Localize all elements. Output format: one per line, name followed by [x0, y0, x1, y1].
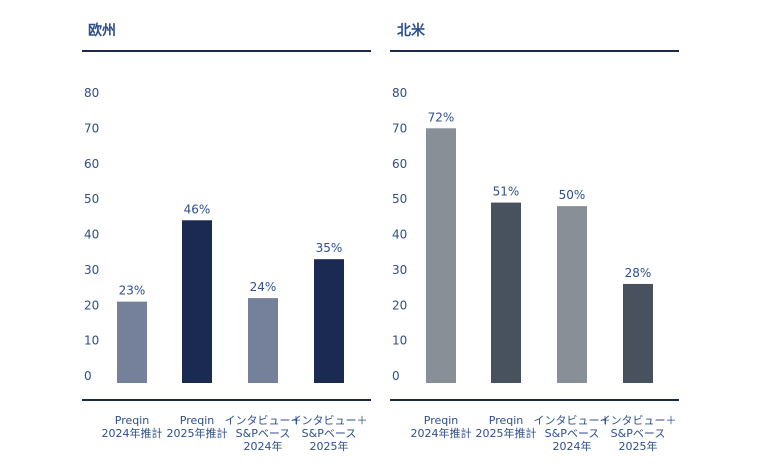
y-tick-label: 20	[392, 298, 407, 312]
bar	[117, 301, 147, 383]
y-tick-label: 60	[392, 157, 407, 171]
bar	[248, 298, 278, 383]
x-category-label: 2024年	[553, 439, 592, 453]
data-label: 24%	[250, 280, 277, 294]
x-category-label: 2024年	[244, 439, 283, 453]
y-tick-label: 40	[392, 228, 407, 242]
x-category-label: Preqin	[180, 414, 215, 427]
y-tick-label: 0	[392, 369, 400, 383]
bar	[491, 202, 521, 383]
x-category-label: Preqin	[115, 414, 150, 427]
y-tick-label: 60	[84, 157, 99, 171]
data-label: 46%	[184, 202, 211, 216]
y-tick-label: 70	[84, 121, 99, 135]
y-tick-label: 50	[392, 192, 407, 206]
x-category-label: Preqin	[424, 414, 459, 427]
y-tick-label: 30	[392, 263, 407, 277]
x-category-label: S&Pベース	[302, 427, 357, 440]
chart-title: 北米	[397, 22, 426, 39]
y-tick-label: 40	[84, 228, 99, 242]
x-category-label: 2024年推計	[102, 426, 163, 440]
data-label: 35%	[316, 241, 343, 255]
x-category-label: 2025年	[310, 439, 349, 453]
data-label: 28%	[625, 266, 652, 280]
data-label: 51%	[493, 185, 520, 199]
data-label: 23%	[119, 284, 146, 298]
y-tick-label: 20	[84, 298, 99, 312]
x-category-label: 2025年	[619, 439, 658, 453]
bar	[623, 283, 653, 383]
y-tick-label: 10	[84, 334, 99, 348]
x-category-label: S&Pベース	[545, 427, 600, 440]
y-tick-label: 50	[84, 192, 99, 206]
x-category-label: 2024年推計	[411, 426, 472, 440]
y-tick-label: 80	[392, 86, 407, 100]
y-tick-label: 0	[84, 369, 92, 383]
x-category-label: インタビュー＋	[534, 414, 611, 427]
x-category-label: Preqin	[489, 414, 524, 427]
x-category-label: S&Pベース	[611, 427, 666, 440]
y-tick-label: 30	[84, 263, 99, 277]
y-tick-label: 80	[84, 86, 99, 100]
x-category-label: 2025年推計	[476, 426, 537, 440]
x-category-label: インタビュー＋	[600, 414, 677, 427]
x-category-label: 2025年推計	[167, 426, 228, 440]
data-label: 50%	[559, 188, 586, 202]
chart-title: 欧州	[88, 22, 116, 39]
y-tick-label: 10	[392, 334, 407, 348]
bar	[314, 259, 344, 383]
y-tick-label: 70	[392, 121, 407, 135]
data-label: 72%	[428, 110, 455, 124]
x-category-label: S&Pベース	[236, 427, 291, 440]
bar	[557, 206, 587, 383]
bar	[182, 220, 212, 383]
x-category-label: インタビュー＋	[291, 414, 368, 427]
bar	[426, 128, 456, 383]
x-category-label: インタビュー＋	[225, 414, 302, 427]
